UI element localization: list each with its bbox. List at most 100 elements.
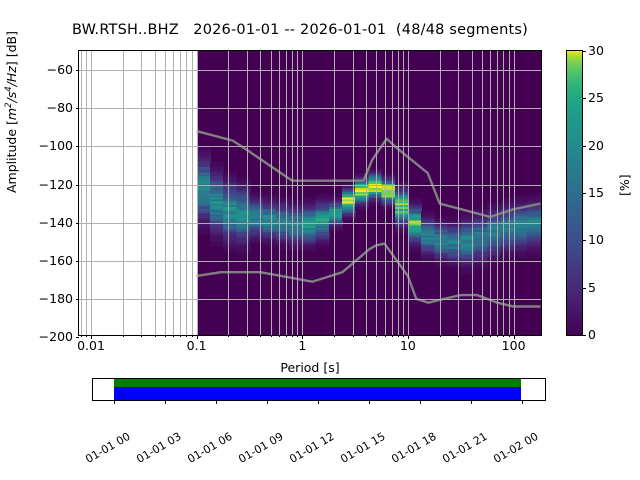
colorbar-tick-label: 10 bbox=[588, 232, 604, 248]
x-axis-minor-tick bbox=[497, 335, 499, 337]
gridline-vertical bbox=[334, 51, 336, 335]
x-axis-minor-tick bbox=[228, 335, 230, 337]
x-axis-minor-tick bbox=[458, 335, 460, 337]
gridline-horizontal bbox=[79, 298, 541, 300]
y-axis-tick-label: −200 bbox=[38, 328, 73, 344]
gridline-vertical bbox=[391, 51, 393, 335]
y-axis-tick-label: −140 bbox=[38, 214, 73, 230]
x-axis-tick bbox=[407, 335, 409, 339]
x-axis-minor-tick bbox=[403, 335, 405, 337]
gridline-horizontal bbox=[79, 108, 541, 110]
coverage-tick-label: 01-01 09 bbox=[236, 429, 286, 466]
coverage-tick-label: 01-01 18 bbox=[389, 429, 439, 466]
gridline-horizontal bbox=[79, 146, 541, 148]
y-axis-tick bbox=[75, 298, 79, 300]
y-axis-tick-label: −60 bbox=[46, 61, 73, 77]
x-axis-tick bbox=[196, 335, 198, 339]
gridline-vertical bbox=[302, 51, 304, 335]
x-axis-tick-label: 100 bbox=[501, 338, 526, 353]
x-axis-minor-tick bbox=[292, 335, 293, 337]
colorbar-tick bbox=[582, 240, 586, 242]
gridline-vertical bbox=[186, 51, 188, 335]
ppsd-density-heatmap bbox=[196, 51, 541, 335]
x-axis-tick-label: 0.1 bbox=[186, 338, 207, 353]
data-coverage-inner bbox=[93, 379, 545, 400]
colorbar-tick bbox=[582, 98, 586, 100]
y-axis-tick bbox=[75, 108, 79, 110]
x-axis-minor-tick bbox=[397, 335, 399, 337]
y-axis-tick bbox=[75, 337, 79, 338]
x-axis-minor-tick bbox=[260, 335, 262, 337]
x-axis-tick-label: 1 bbox=[298, 338, 307, 353]
colorbar-tick bbox=[582, 51, 586, 52]
gridline-vertical bbox=[141, 51, 143, 335]
x-axis-minor-tick bbox=[365, 335, 367, 337]
x-axis-minor-tick bbox=[391, 335, 393, 337]
gridline-vertical bbox=[352, 51, 354, 335]
gridline-vertical bbox=[292, 51, 293, 335]
gridline-horizontal bbox=[79, 222, 541, 224]
coverage-tick-label: 01-02 00 bbox=[491, 429, 542, 466]
gridline-vertical bbox=[173, 51, 175, 335]
gridline-horizontal bbox=[79, 184, 541, 186]
x-axis-tick bbox=[302, 335, 304, 339]
x-axis-minor-tick bbox=[285, 335, 287, 337]
coverage-tick bbox=[267, 400, 268, 404]
gridline-vertical bbox=[196, 51, 198, 335]
gridline-vertical bbox=[278, 51, 280, 335]
x-axis-minor-tick bbox=[154, 335, 156, 337]
x-axis-minor-tick bbox=[490, 335, 492, 337]
x-axis-minor-tick bbox=[334, 335, 336, 337]
y-axis-tick bbox=[75, 184, 79, 186]
x-axis-minor-tick bbox=[471, 335, 473, 337]
gridline-vertical bbox=[86, 51, 88, 335]
x-axis-minor-tick bbox=[352, 335, 354, 337]
x-axis-minor-tick bbox=[508, 335, 510, 337]
x-axis-minor-tick bbox=[270, 335, 272, 337]
noise-model-nlnm bbox=[196, 242, 541, 308]
gridline-vertical bbox=[180, 51, 182, 335]
x-axis-title: Period [s] bbox=[280, 360, 340, 375]
gridline-vertical bbox=[458, 51, 460, 335]
gridline-vertical bbox=[503, 51, 505, 335]
colorbar-tick-label: 0 bbox=[588, 326, 596, 342]
colorbar-tick bbox=[582, 335, 586, 336]
x-axis-minor-tick bbox=[191, 335, 193, 337]
gridline-vertical bbox=[471, 51, 473, 335]
x-axis-minor-tick bbox=[164, 335, 166, 337]
y-axis-tick-label: −180 bbox=[38, 290, 73, 306]
gridline-horizontal bbox=[79, 70, 541, 72]
colorbar: 0 5 10 15 20 25 30 bbox=[566, 44, 604, 340]
gridline-vertical bbox=[439, 51, 441, 335]
colorbar-tick-label: 25 bbox=[588, 90, 604, 106]
y-axis-tick bbox=[75, 70, 79, 72]
coverage-tick bbox=[164, 400, 166, 404]
ppsd-plot-axes: −60 −80 −100 −120 −140 −160 −180 −200 0.01 0.1 1 10… bbox=[39, 50, 542, 352]
coverage-tick bbox=[215, 400, 217, 404]
gridline-vertical bbox=[513, 51, 515, 335]
gridline-vertical bbox=[270, 51, 272, 335]
coverage-tick bbox=[522, 400, 524, 404]
y-axis-tick bbox=[75, 222, 79, 224]
x-axis-minor-tick bbox=[278, 335, 280, 337]
coverage-tick-label: 01-01 15 bbox=[338, 429, 388, 466]
x-axis-minor-tick bbox=[80, 335, 82, 337]
coverage-bar-blue bbox=[113, 386, 522, 400]
gridline-vertical bbox=[397, 51, 399, 335]
x-axis-minor-tick bbox=[439, 335, 441, 337]
x-axis-minor-tick bbox=[247, 335, 248, 337]
x-axis-minor-tick bbox=[86, 335, 88, 337]
gridline-vertical bbox=[154, 51, 156, 335]
coverage-tick bbox=[420, 400, 422, 404]
ppsd-plot-inner bbox=[79, 51, 541, 335]
gridline-vertical bbox=[80, 51, 82, 335]
y-axis-tick bbox=[75, 260, 79, 262]
x-axis-tick bbox=[513, 335, 515, 339]
x-axis-minor-tick bbox=[186, 335, 188, 337]
y-axis-tick-label: −80 bbox=[46, 99, 73, 115]
x-axis-minor-tick bbox=[173, 335, 175, 337]
colorbar-title: [%] bbox=[617, 174, 632, 196]
x-axis-minor-tick bbox=[376, 335, 378, 337]
y-axis-tick-label: −100 bbox=[38, 138, 73, 154]
